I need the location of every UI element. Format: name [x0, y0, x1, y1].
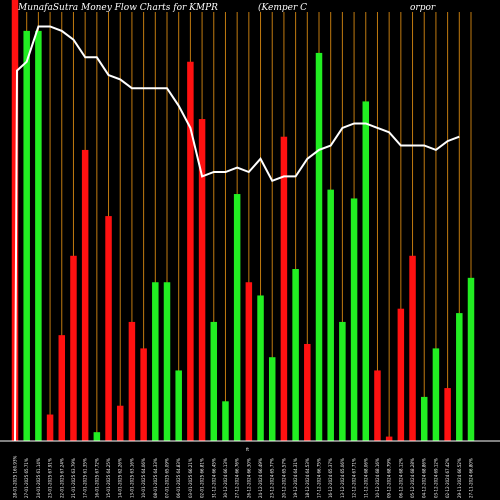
- bar: [35, 30, 42, 442]
- x-tick-label: 16-01-2025 67.72%: [94, 458, 99, 498]
- x-tick-label: 10-12-2024 68.16%: [375, 458, 380, 498]
- bar: [105, 216, 112, 441]
- x-tick-label: 10-01-2025 64.06%: [141, 458, 146, 498]
- bar: [245, 282, 253, 441]
- x-tick-label: 23-01-2025 67.91%: [48, 458, 53, 498]
- bar: [70, 255, 77, 441]
- bar: [116, 405, 124, 441]
- bar: [339, 321, 346, 441]
- x-tick-label: 17-01-2025 61.35%: [83, 458, 88, 498]
- x-tick-label: 27-11-2024 66.80%: [469, 458, 474, 498]
- x-tick-label: 27-12-2024 66.76%: [235, 458, 240, 498]
- bar: [152, 282, 159, 441]
- x-tick-label: 24-01-2025 61.14%: [36, 458, 41, 498]
- x-tick-label: 16-12-2024 65.37%: [328, 458, 333, 498]
- x-tick-labels: 28-01-2025 160.93% 27-01-2025 65.71% 24-01…: [13, 455, 474, 498]
- bar: [444, 388, 451, 441]
- chart-title: MunafaSutra Money Flow Charts for KMPR: [17, 3, 218, 13]
- bar: [58, 335, 66, 441]
- bar: [362, 101, 370, 442]
- x-tick-label: 11-12-2024 68.06%: [363, 458, 368, 498]
- bar: [128, 321, 136, 441]
- x-tick-label: 29-11-2024 66.52%: [457, 458, 462, 498]
- x-tick-label: 30-12-2024 66.13%: [223, 458, 228, 498]
- x-tick-label: 20-12-2024 65.57%: [281, 458, 286, 498]
- x-tick-label: 31-12-2024 66.45%: [211, 458, 216, 498]
- bar: [175, 370, 182, 441]
- bar: [467, 277, 475, 441]
- x-tick-label: 14-01-2025 62.26%: [118, 458, 123, 498]
- bar: [350, 198, 358, 441]
- x-tick-label: 19-12-2024 64.31%: [293, 458, 298, 498]
- x-tick-label: 15-01-2025 64.25%: [106, 458, 111, 498]
- x-tick-label: 06-12-2024 68.12%: [398, 458, 403, 498]
- x-tick-label: 13-01-2025 63.16%: [129, 458, 134, 498]
- bar: [81, 149, 89, 441]
- x-tick-label: 21-01-2025 63.79%: [71, 458, 76, 498]
- x-tick-label: 23-12-2024 65.77%: [270, 458, 275, 498]
- bar: [409, 255, 416, 441]
- bar: [397, 308, 405, 441]
- bar: [280, 136, 288, 441]
- x-tick-label: 07-01-2025 65.09%: [165, 458, 170, 498]
- bar: [385, 436, 393, 441]
- x-tick-label: 09-12-2024 68.79%: [387, 458, 392, 498]
- bar: [163, 282, 171, 441]
- bar: [233, 194, 241, 441]
- x-tick-label: 18-12-2024 64.53%: [305, 458, 310, 498]
- bar: [420, 396, 428, 441]
- bar: [315, 52, 323, 442]
- bar: [374, 370, 381, 441]
- bar: [257, 295, 264, 441]
- bar: [140, 348, 147, 441]
- x-tick-label: 03-12-2024 69.12%: [433, 458, 438, 498]
- bar: [268, 357, 276, 441]
- bar: [210, 321, 218, 441]
- x-tick-label: 08-01-2025 64.33%: [153, 458, 158, 498]
- bar: [222, 401, 229, 441]
- x-tick-label: 22-01-2025 67.24%: [59, 458, 64, 498]
- x-axis-marker: ft: [246, 447, 249, 452]
- x-tick-label: 24-12-2024 66.49%: [258, 458, 263, 498]
- x-tick-label: 05-12-2024 68.28%: [410, 458, 415, 498]
- bar: [327, 189, 334, 441]
- x-tick-label: 13-12-2024 65.06%: [340, 458, 345, 498]
- bar: [93, 432, 101, 441]
- bar: [432, 348, 440, 441]
- bar: [198, 119, 206, 441]
- bar: [456, 313, 463, 441]
- bars-group: [11, 0, 475, 442]
- bar: [187, 61, 194, 442]
- x-tick-label: 03-01-2025 66.21%: [188, 458, 193, 498]
- x-tick-label: 17-12-2024 66.75%: [317, 458, 322, 498]
- x-tick-label: 02-01-2025 66.81%: [200, 458, 205, 498]
- bar: [292, 269, 299, 441]
- bar: [304, 343, 311, 441]
- x-tick-label: 28-01-2025 160.93%: [13, 455, 18, 498]
- x-tick-label: 06-01-2025 64.83%: [176, 458, 181, 498]
- x-tick-label: 26-12-2024 66.30%: [246, 458, 251, 498]
- x-tick-label: 12-12-2024 67.71%: [352, 458, 357, 498]
- bar: [11, 0, 19, 441]
- money-flow-line: [14, 25, 460, 442]
- chart-title-right: (Kemper C orpor: [258, 2, 436, 13]
- bar: [23, 30, 30, 442]
- bar: [46, 414, 54, 441]
- x-tick-label: 04-12-2024 68.86%: [422, 458, 427, 498]
- x-tick-label: 02-12-2024 67.42%: [445, 458, 450, 498]
- x-tick-label: 27-01-2025 65.71%: [24, 458, 29, 498]
